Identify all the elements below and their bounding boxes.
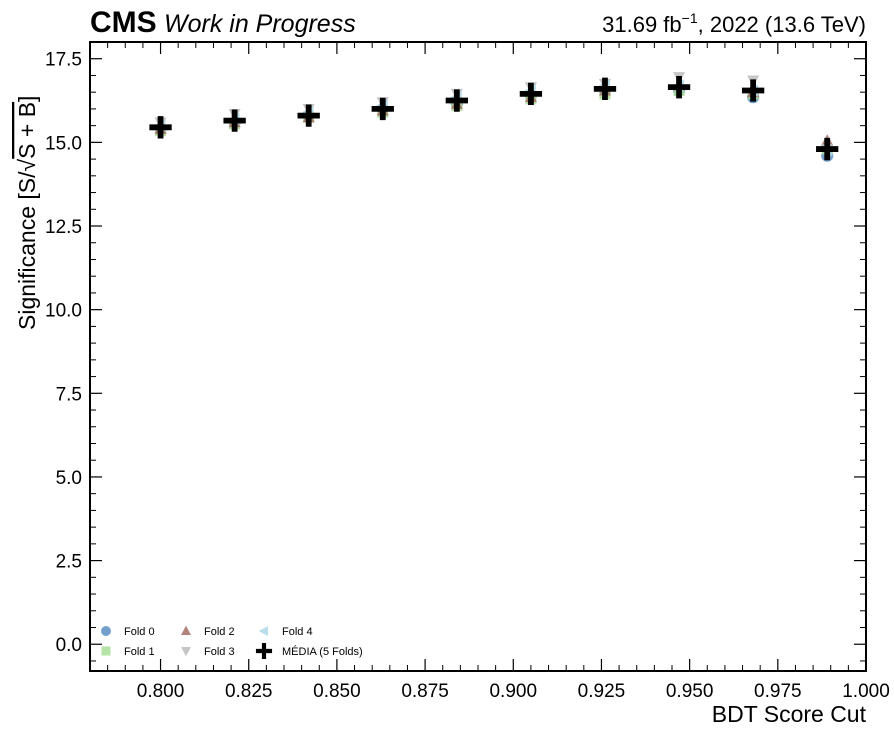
y-tick-label: 0.0 [56, 635, 82, 656]
series-fold-1 [155, 85, 833, 155]
lumi-rest: , 2022 (13.6 TeV) [698, 12, 866, 37]
data-point [297, 104, 320, 127]
data-point [816, 137, 839, 161]
y-tick-label: 7.5 [56, 384, 82, 405]
data-point [741, 79, 765, 102]
legend-marker [101, 626, 111, 636]
legend-label: Fold 0 [124, 626, 155, 638]
legend-marker [101, 646, 111, 656]
y-tick-label: 5.0 [56, 468, 82, 489]
data-point [667, 76, 691, 99]
legend-marker [181, 625, 191, 636]
x-axis-title: BDT Score Cut [712, 701, 867, 727]
lumi-exponent: −1 [682, 10, 698, 26]
legend-label: MÉDIA (5 Folds) [282, 645, 363, 658]
legend-marker [258, 626, 269, 636]
legend-label: Fold 4 [282, 626, 313, 638]
data-point [223, 109, 246, 132]
data-point [593, 77, 617, 101]
x-tick-label: 0.800 [137, 681, 185, 702]
series-fold-3 [154, 72, 834, 156]
work-in-progress-label: Work in Progress [164, 10, 356, 38]
x-tick-label: 0.825 [225, 681, 273, 702]
x-tick-label: 0.875 [401, 681, 449, 702]
legend-marker [181, 646, 191, 657]
x-tick-label: 1.000 [842, 681, 890, 702]
cms-label: CMS [90, 6, 157, 39]
legend: Fold 0 Fold 1 Fold 2 Fold 3 Fold 4 MÉDIA (5 F… [101, 625, 363, 660]
lumi-label: 31.69 fb−1, 2022 (13.6 TeV) [602, 10, 866, 37]
y-axis-title-prefix: Significance [S/√ [14, 158, 40, 330]
series-fold-4 [153, 79, 833, 157]
y-tick-label: 17.5 [45, 50, 82, 71]
legend-label: Fold 1 [124, 646, 155, 658]
y-tick-label: 2.5 [56, 552, 82, 573]
data-markers [149, 72, 839, 162]
y-axis: 0.0 2.5 5.0 7.5 10.0 12.5 15.0 17.5 [45, 41, 866, 662]
legend-marker [255, 642, 273, 660]
data-point [445, 89, 468, 112]
y-tick-label: 15.0 [45, 133, 82, 154]
x-tick-label: 0.850 [313, 681, 361, 702]
lumi-value: 31.69 fb [602, 12, 682, 37]
y-axis-title-radicand: S + B [14, 102, 40, 159]
series-fold-2 [154, 78, 834, 146]
series-m-dia-5-folds- [149, 76, 839, 161]
x-tick-label: 0.925 [578, 681, 626, 702]
x-tick-label: 0.950 [666, 681, 714, 702]
series-fold-0 [154, 84, 834, 162]
y-tick-label: 12.5 [45, 217, 82, 238]
x-tick-label: 0.975 [754, 681, 802, 702]
y-tick-label: 10.0 [45, 301, 82, 322]
data-point [371, 97, 394, 121]
legend-label: Fold 2 [204, 626, 235, 638]
x-axis: 0.800 0.825 0.850 0.875 0.900 0.925 0.950 0.975… [89, 42, 890, 702]
data-point [519, 82, 543, 106]
legend-label: Fold 3 [204, 646, 235, 658]
plot-frame [89, 41, 867, 672]
x-tick-label: 0.900 [489, 681, 537, 702]
data-point [149, 116, 172, 139]
y-axis-title: Significance [S/√S + B] [14, 96, 40, 330]
y-axis-title-suffix: ] [14, 96, 40, 102]
